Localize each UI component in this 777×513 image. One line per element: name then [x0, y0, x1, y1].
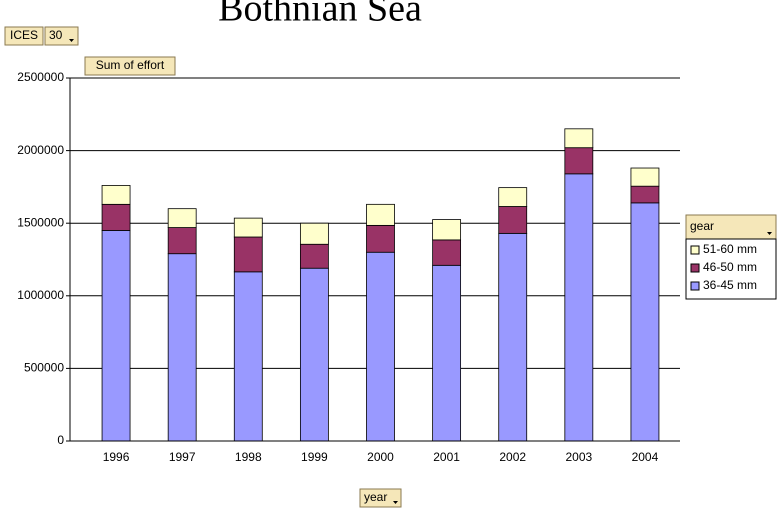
x-tick-label: 1997 [169, 450, 196, 464]
bar-segment [299, 267, 329, 442]
bar-segment [299, 243, 329, 269]
bar-segment [233, 236, 263, 273]
legend-swatch [690, 281, 700, 291]
bar-segment [498, 232, 528, 442]
page-field-value[interactable]: 30 [49, 28, 63, 42]
bar-segment [366, 224, 395, 253]
bar-segment [630, 202, 660, 442]
legend-label: 46-50 mm [703, 260, 757, 274]
dropdown-arrow [767, 232, 772, 235]
x-tick-label: 2002 [499, 450, 526, 464]
bar-segment [167, 227, 197, 255]
bar-segment [233, 271, 263, 442]
y-tick-label: 2000000 [17, 143, 64, 157]
legend-label: 36-45 mm [703, 278, 757, 292]
y-tick-label: 2500000 [17, 70, 64, 84]
legend-swatch [690, 263, 700, 273]
bar-segment [101, 185, 131, 205]
data-field-button[interactable] [84, 56, 176, 76]
legend-swatch [690, 245, 700, 255]
x-tick-label: 2004 [632, 450, 659, 464]
bar-segment [101, 230, 131, 442]
page-field-label[interactable]: ICES [10, 28, 38, 42]
bar-segment [233, 217, 263, 238]
bar-segment [167, 208, 197, 228]
x-tick-label: 1999 [301, 450, 328, 464]
y-tick-label: 1500000 [17, 215, 64, 229]
bar-segment [498, 206, 528, 234]
y-tick-label: 500000 [24, 361, 64, 375]
bar-segment [432, 219, 462, 241]
x-tick-label: 1996 [103, 450, 130, 464]
bar-segment [432, 264, 462, 442]
bar-segment [432, 239, 462, 266]
x-tick-label: 2003 [565, 450, 592, 464]
bar-segment [564, 173, 594, 442]
data-field-label[interactable]: Sum of effort [96, 58, 165, 72]
bar-segment [167, 253, 197, 442]
bar-segment [299, 222, 329, 245]
page-field-button[interactable] [4, 26, 44, 46]
dropdown-arrow [69, 39, 74, 42]
category-field-button[interactable] [359, 488, 402, 508]
bar-segment [101, 203, 131, 231]
bar-segment [366, 203, 395, 226]
x-tick-label: 2000 [367, 450, 394, 464]
category-field-label[interactable]: year [364, 490, 387, 504]
x-tick-label: 2001 [433, 450, 460, 464]
bar-segment [498, 187, 528, 207]
x-tick-label: 1998 [235, 450, 262, 464]
legend-box [685, 238, 777, 300]
y-tick-label: 0 [57, 433, 64, 447]
bar-segment [630, 167, 660, 187]
bar-segment [630, 185, 660, 204]
series-field-label[interactable]: gear [690, 219, 714, 233]
bar-segment [564, 128, 594, 149]
bar-segment [564, 147, 594, 175]
chart-title: Bothnian Sea [218, 0, 422, 30]
y-tick-label: 1000000 [17, 288, 64, 302]
dropdown-arrow [393, 501, 398, 504]
bar-segment [366, 251, 395, 442]
legend-label: 51-60 mm [703, 242, 757, 256]
page-field-dropdown[interactable] [44, 26, 79, 46]
